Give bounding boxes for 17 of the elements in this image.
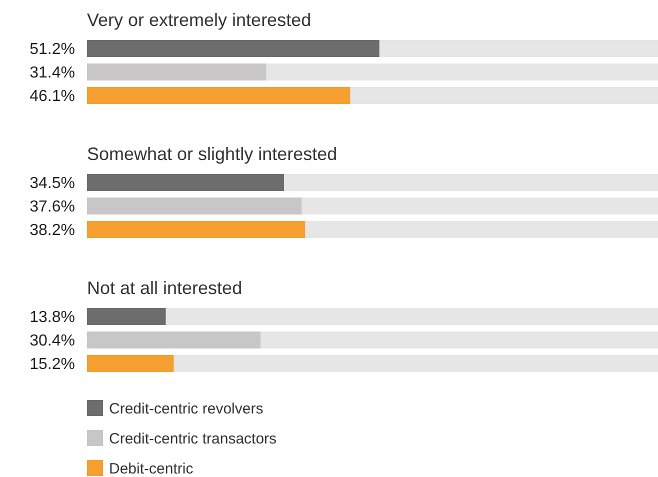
legend-label: Credit-centric revolvers	[109, 400, 264, 418]
y-tick-label: Very or extremely interested	[87, 10, 312, 30]
data-label: 51.2%	[30, 41, 75, 58]
legend-label: Credit-centric transactors	[109, 430, 277, 448]
data-label: 15.2%	[30, 356, 75, 374]
y-tick-label: Somewhat or slightly interested	[87, 144, 338, 164]
bar	[87, 355, 174, 372]
data-label: 37.6%	[30, 198, 75, 216]
legend-label: Debit-centric	[109, 460, 194, 477]
data-label: 38.2%	[30, 222, 75, 240]
data-label: 34.5%	[30, 175, 75, 192]
data-label: 30.4%	[30, 332, 75, 350]
bar	[87, 308, 166, 325]
data-label: 31.4%	[30, 64, 75, 82]
data-label: 46.1%	[30, 88, 75, 106]
y-tick-label: Not at all interested	[87, 278, 242, 298]
data-label: 13.8%	[30, 309, 75, 326]
